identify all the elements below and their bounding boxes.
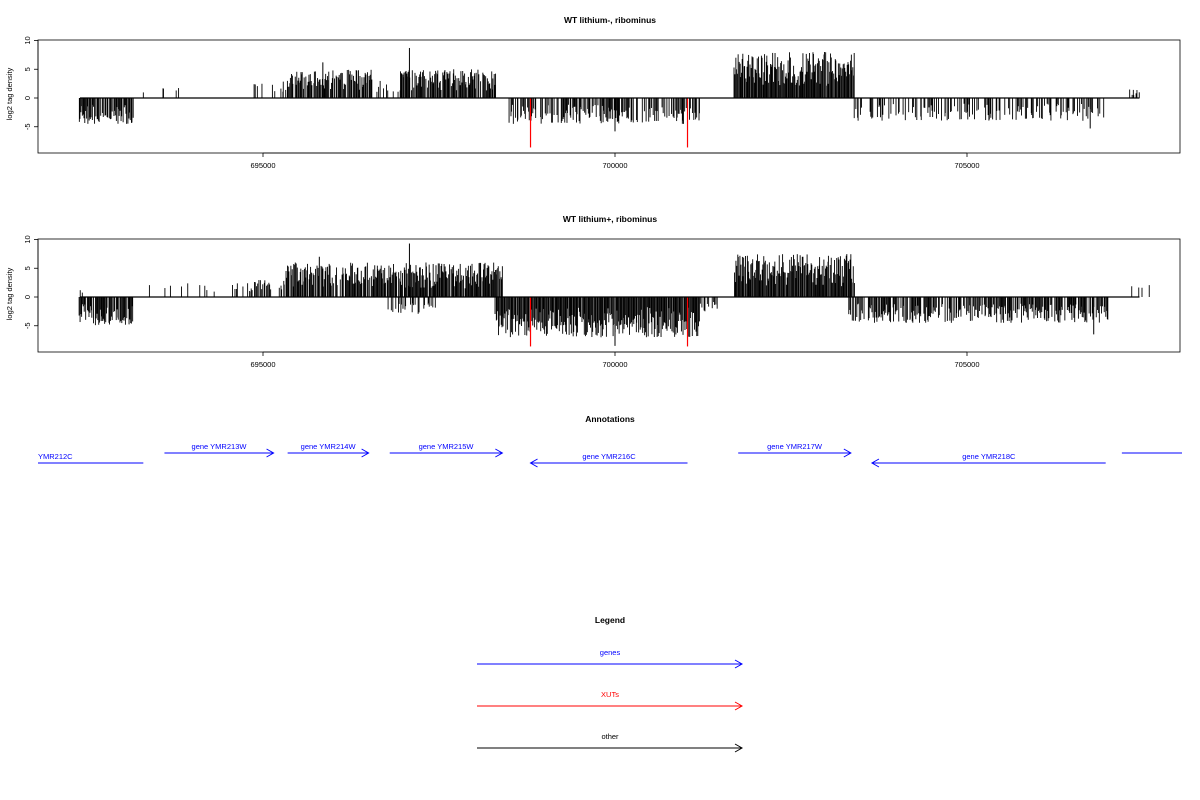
- arrow-head: [495, 448, 504, 458]
- bar-layer: [78, 47, 1140, 148]
- legend-item: other: [477, 732, 744, 753]
- legend-title: Legend: [595, 615, 625, 625]
- gene-label: gene YMR217W: [767, 442, 823, 451]
- arrow-head: [734, 701, 744, 711]
- legend-panel: Legend genes XUTs other: [477, 615, 744, 753]
- gene-label: YMR212C: [38, 452, 73, 461]
- axes: -5 0 5 10 695000 700000 705000: [23, 235, 1181, 369]
- y-axis-label: log2 tag density: [5, 267, 14, 320]
- legend-items: genes XUTs other: [477, 648, 744, 753]
- y-axis-label: log2 tag density: [5, 67, 14, 120]
- y-tick-label: -5: [23, 322, 32, 329]
- y-tick-label: 5: [23, 67, 32, 71]
- panel-title: WT lithium-, ribominus: [564, 15, 656, 25]
- gene-label: gene YMR218C: [962, 452, 1016, 461]
- arrow-head: [734, 743, 744, 753]
- y-tick-label: 0: [23, 295, 32, 299]
- y-tick-label: 5: [23, 266, 32, 270]
- y-tick-label: -5: [23, 123, 32, 130]
- legend-label: genes: [600, 648, 621, 657]
- gene-feature[interactable]: gene YMR216C: [529, 452, 688, 468]
- y-tick-label: 10: [23, 36, 32, 44]
- gene-track: YMR212C gene YMR213W gene YMR214W gene YMR2…: [38, 442, 1182, 468]
- panel-title: WT lithium+, ribominus: [563, 214, 657, 224]
- y-tick-label: 0: [23, 96, 32, 100]
- legend-item: genes: [477, 648, 744, 669]
- legend-label: XUTs: [601, 690, 619, 699]
- gene-feature[interactable]: YMR212C: [38, 452, 144, 464]
- arrow-head: [529, 458, 538, 468]
- track-panel-lithium-plus: WT lithium+, ribominus log2 tag density …: [5, 214, 1181, 369]
- arrow-head: [266, 448, 275, 458]
- annotations-panel: Annotations YMR212C gene YMR213W gene YMR2…: [38, 414, 1182, 468]
- x-tick-label: 695000: [250, 161, 275, 170]
- gene-label: gene YMR215W: [419, 442, 475, 451]
- gene-feature[interactable]: gene YMR217W: [738, 442, 852, 458]
- x-tick-label: 705000: [954, 161, 979, 170]
- x-tick-label: 700000: [602, 360, 627, 369]
- gene-feature[interactable]: gene YMR214W: [287, 442, 370, 458]
- arrow-head: [870, 458, 880, 468]
- track-panel-lithium-minus: WT lithium-, ribominus log2 tag density …: [5, 15, 1181, 170]
- y-tick-label: 10: [23, 235, 32, 243]
- arrow-head: [843, 448, 852, 458]
- axes: -5 0 5 10 695000 700000 705000: [23, 36, 1181, 170]
- plot-frame: [37, 39, 1181, 154]
- x-tick-label: 700000: [602, 161, 627, 170]
- plot-frame: [37, 238, 1181, 353]
- gene-label: gene YMR216C: [582, 452, 636, 461]
- gene-feature[interactable]: gene YMR215W: [389, 442, 504, 458]
- legend-label: other: [601, 732, 619, 741]
- gene-label: gene YMR213W: [192, 442, 248, 451]
- arrow-head: [361, 448, 370, 458]
- annotations-title: Annotations: [585, 414, 635, 424]
- gene-feature[interactable]: gene YMR213W: [164, 442, 275, 458]
- gene-label: gene YMR214W: [301, 442, 357, 451]
- bar-layer: [78, 243, 1150, 347]
- legend-item: XUTs: [477, 690, 744, 711]
- x-tick-label: 695000: [250, 360, 275, 369]
- gene-feature[interactable]: gene YMR218C: [870, 452, 1106, 468]
- arrow-head: [734, 659, 744, 669]
- x-tick-label: 705000: [954, 360, 979, 369]
